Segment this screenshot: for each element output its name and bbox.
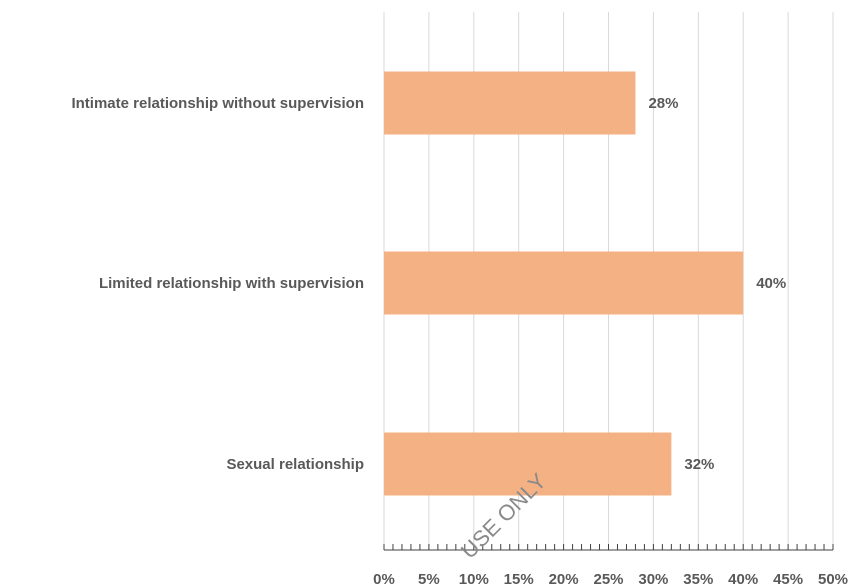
bars [384, 71, 744, 496]
x-tick-label-6: 30% [638, 571, 668, 588]
value-labels: 28% 40% 32% [648, 95, 786, 473]
x-tick-label-8: 40% [728, 571, 758, 588]
category-label-2: Sexual relationship [226, 456, 364, 473]
x-tick-label-5: 25% [593, 571, 623, 588]
x-tick-label-4: 20% [549, 571, 579, 588]
bar-0 [384, 71, 636, 135]
x-tick-label-9: 45% [773, 571, 803, 588]
value-label-0: 28% [648, 95, 678, 112]
x-tick-label-2: 10% [459, 571, 489, 588]
category-labels: Intimate relationship without supervisio… [71, 95, 364, 473]
x-tick-label-10: 50% [818, 571, 848, 588]
value-label-2: 32% [684, 456, 714, 473]
x-tick-label-7: 35% [683, 571, 713, 588]
category-label-1: Limited relationship with supervision [99, 275, 364, 292]
bar-1 [384, 251, 744, 315]
x-axis [383, 544, 834, 551]
x-tick-label-1: 5% [418, 571, 440, 588]
value-label-1: 40% [756, 275, 786, 292]
x-tick-labels: 0% 5% 10% 15% 20% 25% 30% 35% 40% 45% 50% [373, 571, 848, 588]
x-tick-label-3: 15% [504, 571, 534, 588]
bar-2 [384, 432, 672, 496]
x-tick-label-0: 0% [373, 571, 395, 588]
category-label-0: Intimate relationship without supervisio… [71, 95, 364, 112]
